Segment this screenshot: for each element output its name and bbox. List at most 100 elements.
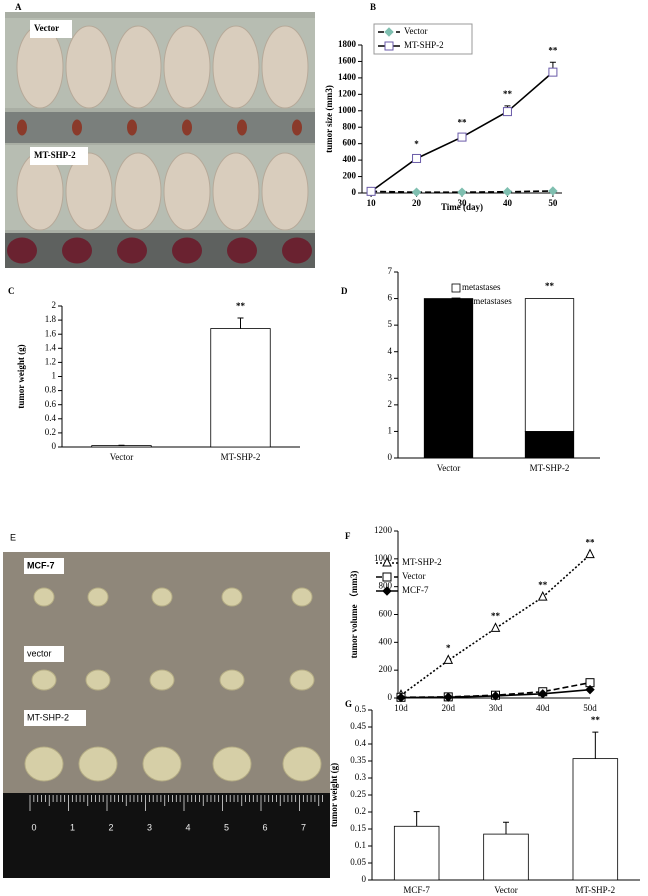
y-tick-label: 800 <box>343 121 357 131</box>
mouse <box>114 25 162 109</box>
tumor <box>78 746 118 782</box>
panel-label: G <box>345 699 352 709</box>
marker <box>382 586 392 596</box>
y-tick-label: 0 <box>388 692 393 702</box>
label-box <box>24 646 64 662</box>
legend-label: MCF-7 <box>402 585 429 595</box>
tumor <box>291 587 313 607</box>
mouse <box>163 152 211 231</box>
panel-label: E <box>10 532 16 542</box>
marker <box>443 692 453 702</box>
tumor-strip <box>5 233 315 268</box>
x-tick-label: 30d <box>489 703 503 713</box>
y-tick-label: 1.4 <box>45 342 57 352</box>
tumor <box>62 237 92 264</box>
y-tick-label: 0.45 <box>350 721 366 731</box>
x-tick-label: 30 <box>458 198 468 208</box>
ruler-number: 1 <box>70 822 75 832</box>
significance: ** <box>586 537 596 547</box>
legend-label: metastases <box>462 282 501 292</box>
tumor <box>212 746 252 782</box>
x-tick-label: MT-SHP-2 <box>221 452 261 462</box>
tumor <box>24 746 64 782</box>
x-tick-label: MT-SHP-2 <box>530 463 570 473</box>
x-tick-label: 40d <box>536 703 550 713</box>
label-box <box>24 710 86 726</box>
ruler <box>3 793 330 878</box>
tumor <box>282 746 322 782</box>
ruler-number: 0 <box>31 822 36 832</box>
mouse <box>65 25 113 109</box>
tumor <box>292 119 302 136</box>
y-tick-label: 6 <box>388 293 393 303</box>
y-tick-label: 600 <box>379 609 393 619</box>
panel-label: F <box>345 531 351 541</box>
marker <box>457 132 467 142</box>
bar-segment <box>524 431 575 459</box>
mouse <box>261 152 309 231</box>
legend-label: MT-SHP-2 <box>402 557 442 567</box>
tumor <box>151 587 173 607</box>
y-tick-label: 0.2 <box>355 806 366 816</box>
label-box <box>24 558 64 574</box>
y-tick-label: 0.1 <box>355 840 366 850</box>
significance: * <box>446 643 451 653</box>
bar-segment <box>423 298 474 459</box>
significance: * <box>414 139 419 149</box>
y-tick-label: 0.4 <box>45 413 57 423</box>
x-axis-label: Time (day) <box>441 202 483 212</box>
y-tick-label: 0 <box>388 452 393 462</box>
tumor <box>237 119 247 136</box>
y-axis-label: tumor size (mm3) <box>324 85 334 153</box>
y-tick-label: 800 <box>379 581 393 591</box>
error-bar <box>592 731 599 759</box>
y-tick-label: 0.5 <box>355 704 367 714</box>
significance: ** <box>591 715 601 725</box>
label-box <box>30 147 88 165</box>
y-tick-label: 0.4 <box>355 738 367 748</box>
y-tick-label: 1800 <box>338 39 357 49</box>
legend-label: Vector <box>402 571 426 581</box>
marker <box>502 187 513 197</box>
tumor <box>282 237 312 264</box>
panel-label: D <box>341 286 348 296</box>
legend-swatch <box>451 297 461 307</box>
x-tick-label: 10d <box>394 703 408 713</box>
tumor <box>221 587 243 607</box>
bar <box>483 833 529 881</box>
bar-segment <box>524 298 575 432</box>
y-tick-label: 1400 <box>338 72 357 82</box>
y-tick-label: 0 <box>362 874 367 884</box>
y-tick-label: 1600 <box>338 56 357 66</box>
bar <box>91 445 152 448</box>
label-box <box>30 20 72 38</box>
bar <box>572 758 619 881</box>
marker <box>382 572 392 582</box>
y-tick-label: 0.8 <box>45 385 57 395</box>
legend-label: Vector <box>404 26 428 36</box>
ruler-number: 6 <box>262 822 267 832</box>
marker <box>443 654 454 664</box>
y-tick-label: 0.6 <box>45 399 57 409</box>
marker <box>490 622 501 632</box>
bar <box>210 328 271 448</box>
photo-label: MT-SHP-2 <box>34 150 76 160</box>
y-tick-label: 1 <box>388 425 393 435</box>
marker <box>384 41 394 51</box>
y-tick-label: 4 <box>388 346 393 356</box>
legend-swatch <box>451 283 461 293</box>
tumor <box>127 119 137 136</box>
bar <box>393 825 440 881</box>
y-tick-label: 200 <box>343 171 357 181</box>
significance: ** <box>548 45 558 55</box>
significance: ** <box>545 281 555 291</box>
marker <box>457 187 467 197</box>
significance: ** <box>503 89 513 99</box>
y-tick-label: 0 <box>352 187 357 197</box>
tumor <box>17 119 27 136</box>
tumor <box>172 237 202 264</box>
marker <box>490 691 501 701</box>
significance: ** <box>458 118 468 128</box>
series-line <box>400 554 591 696</box>
